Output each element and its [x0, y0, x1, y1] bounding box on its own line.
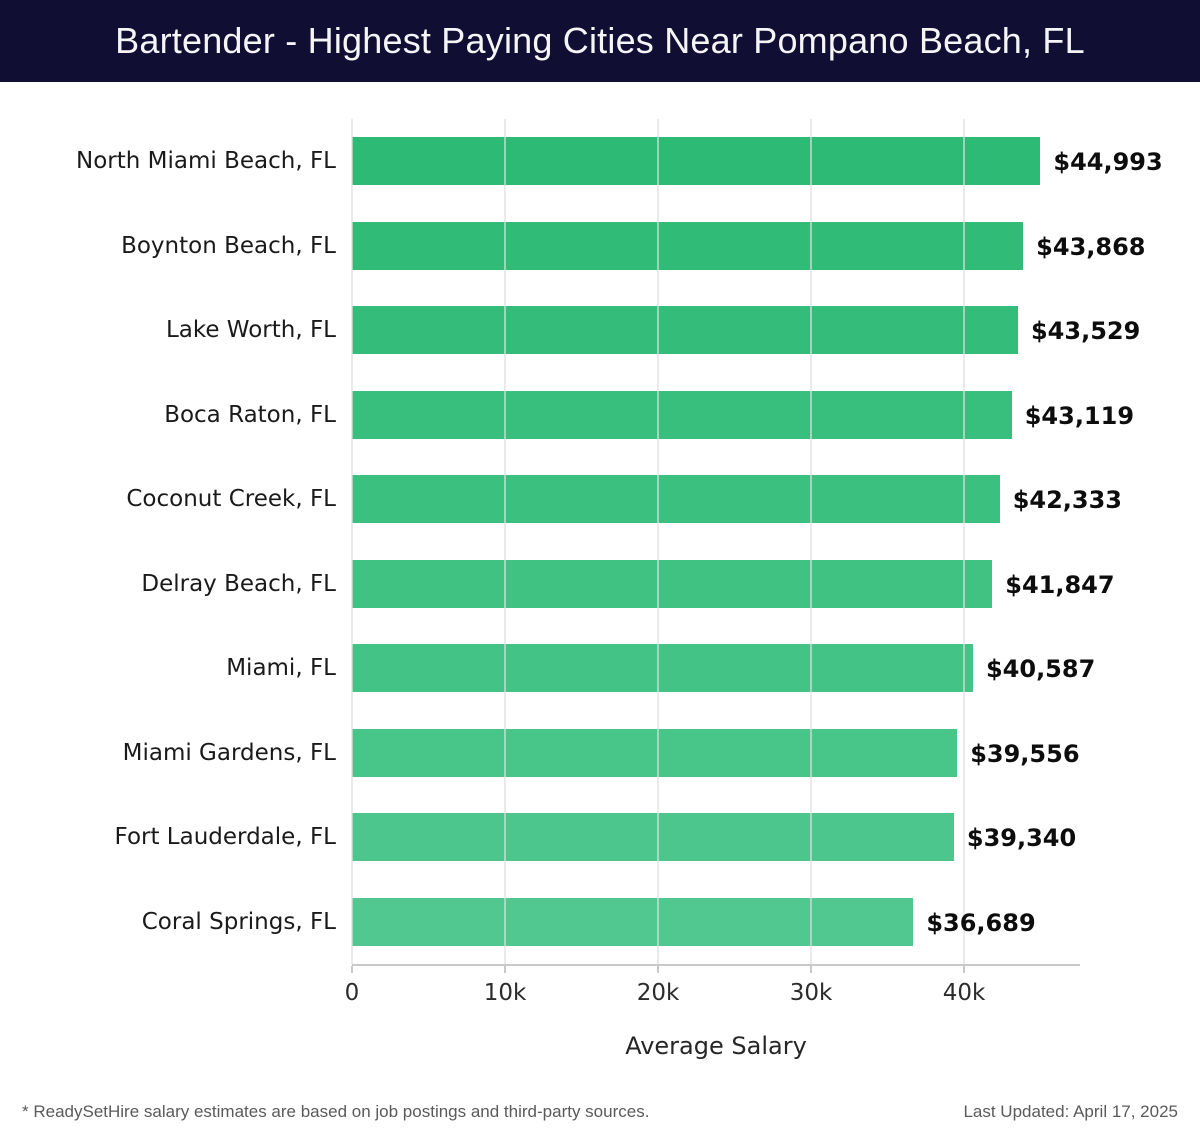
bar: [352, 559, 993, 608]
chart-title: Bartender - Highest Paying Cities Near P…: [115, 20, 1085, 61]
x-axis-tick: [657, 966, 659, 973]
row-label: Coral Springs, FL: [141, 908, 336, 935]
row-label: North Miami Beach, FL: [76, 148, 336, 175]
bar: [352, 475, 1000, 524]
bar-value-label: $43,868: [1036, 232, 1146, 261]
row-label: Coconut Creek, FL: [126, 486, 336, 513]
row-label: Boca Raton, FL: [164, 401, 336, 428]
bar: [352, 728, 958, 777]
bar-value-label: $44,993: [1053, 148, 1163, 177]
bar-value-label: $40,587: [985, 655, 1096, 684]
x-tick-label: 20k: [636, 980, 680, 1006]
bar: [352, 306, 1018, 355]
bar: [352, 390, 1012, 439]
plot-area: North Miami Beach, FL $44,993 Boynton Beac…: [0, 82, 1200, 1006]
header: Bartender - Highest Paying Cities Near P…: [0, 0, 1200, 82]
bar: [352, 897, 914, 946]
grid-line: [504, 119, 506, 964]
x-axis-tick: [963, 966, 965, 973]
row-label: Miami Gardens, FL: [122, 739, 336, 766]
last-updated: Last Updated: April 17, 2025: [963, 1102, 1178, 1121]
bar-value-label: $41,847: [1005, 570, 1115, 599]
bar-value-label: $43,119: [1024, 401, 1135, 430]
row-label: Lake Worth, FL: [165, 317, 336, 344]
x-tick-label: 0: [344, 980, 360, 1006]
bar: [352, 813, 954, 862]
row-label: Delray Beach, FL: [141, 570, 336, 597]
grid-line: [963, 119, 965, 964]
grid-line: [810, 119, 812, 964]
bar-value-label: $36,689: [926, 908, 1036, 937]
x-tick-label: 30k: [789, 980, 833, 1006]
x-axis-line: [352, 964, 1080, 966]
bar: [352, 221, 1024, 270]
bar-value-label: $42,333: [1012, 486, 1122, 515]
source-note: * ReadySetHire salary estimates are base…: [22, 1102, 650, 1121]
bar-value-label: $43,529: [1030, 317, 1141, 346]
bar-value-label: $39,556: [970, 739, 1080, 768]
grid-line: [657, 119, 659, 964]
x-tick-label: 10k: [483, 980, 527, 1006]
x-axis-label: Average Salary: [625, 1032, 807, 1060]
row-label: Boynton Beach, FL: [121, 232, 336, 259]
bar: [352, 137, 1041, 186]
grid-line: [351, 119, 353, 964]
bar: [352, 644, 973, 693]
x-axis-tick: [504, 966, 506, 973]
x-axis-tick: [351, 966, 353, 973]
x-tick-label: 40k: [942, 980, 986, 1006]
footer: * ReadySetHire salary estimates are base…: [0, 1102, 1200, 1126]
x-axis-tick: [810, 966, 812, 973]
row-label: Fort Lauderdale, FL: [114, 824, 336, 851]
row-label: Miami, FL: [226, 655, 336, 682]
bar-value-label: $39,340: [966, 824, 1077, 853]
